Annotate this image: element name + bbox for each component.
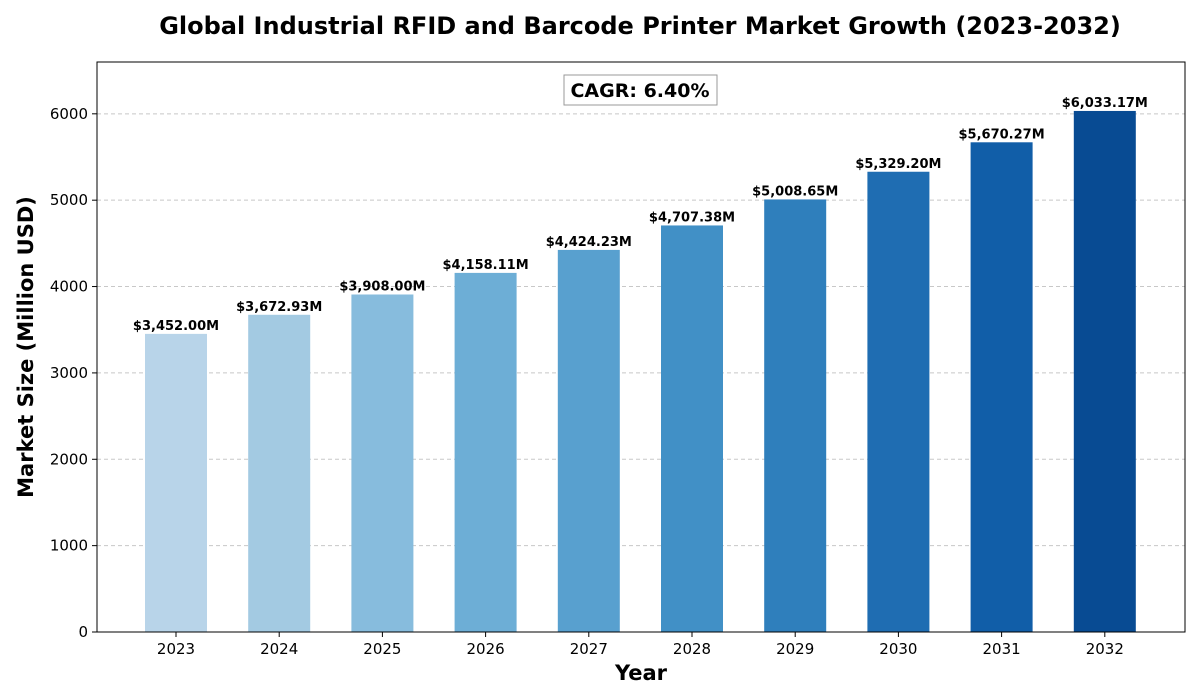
y-tick-label: 0 [78, 623, 88, 641]
bar-2024 [248, 314, 311, 632]
bar-2026 [454, 272, 517, 632]
bar-2029 [764, 199, 827, 633]
bar-2023 [145, 333, 207, 632]
bar-2032 [1073, 110, 1136, 633]
bar-2025 [351, 294, 414, 632]
bar-2027 [557, 249, 620, 632]
x-tick-label: 2029 [776, 640, 814, 658]
y-axis-ticks: 0 1000 2000 3000 4000 5000 6000 [50, 105, 97, 641]
data-label-2031: $5,670.27M [959, 127, 1045, 142]
y-tick-label: 5000 [50, 191, 88, 209]
x-tick-label: 2030 [879, 640, 917, 658]
data-label-2032: $6,033.17M [1062, 96, 1148, 111]
bar-2028 [661, 225, 723, 632]
chart-title: Global Industrial RFID and Barcode Print… [159, 12, 1121, 40]
x-tick-label: 2024 [260, 640, 298, 658]
data-label-2023: $3,452.00M [133, 319, 219, 334]
x-tick-label: 2023 [157, 640, 195, 658]
x-tick-label: 2031 [983, 640, 1021, 658]
bar-2031 [970, 142, 1033, 632]
data-label-2025: $3,908.00M [339, 279, 425, 294]
data-label-2030: $5,329.20M [855, 157, 941, 172]
y-tick-label: 4000 [50, 278, 88, 296]
plot-frame [96, 61, 1186, 633]
bars [145, 110, 1136, 633]
x-tick-label: 2025 [363, 640, 401, 658]
cagr-annotation: CAGR: 6.40% [563, 74, 718, 106]
x-tick-label: 2028 [673, 640, 711, 658]
data-label-2029: $5,008.65M [752, 184, 838, 199]
y-tick-label: 6000 [50, 105, 88, 123]
x-tick-label: 2027 [570, 640, 608, 658]
bar-2030 [867, 171, 930, 632]
data-label-2028: $4,707.38M [649, 210, 735, 225]
cagr-box [563, 74, 718, 106]
x-tick-label: 2032 [1086, 640, 1124, 658]
x-axis-ticks: 2023 2024 2025 2026 2027 2028 2029 2030 2031 2032 [157, 632, 1124, 658]
cagr-label: CAGR: 6.40% [570, 80, 709, 102]
x-tick-label: 2026 [467, 640, 505, 658]
y-tick-label: 2000 [50, 450, 88, 468]
data-label-2027: $4,424.23M [546, 235, 632, 250]
y-tick-label: 3000 [50, 364, 88, 382]
data-label-2024: $3,672.93M [236, 300, 322, 315]
data-labels: $3,452.00M $3,672.93M $3,908.00M $4,158.11M… [133, 96, 1148, 334]
data-label-2026: $4,158.11M [443, 258, 529, 273]
y-tick-label: 1000 [50, 537, 88, 555]
x-axis-label: Year [614, 661, 668, 685]
y-axis-label: Market Size (Million USD) [14, 196, 38, 498]
